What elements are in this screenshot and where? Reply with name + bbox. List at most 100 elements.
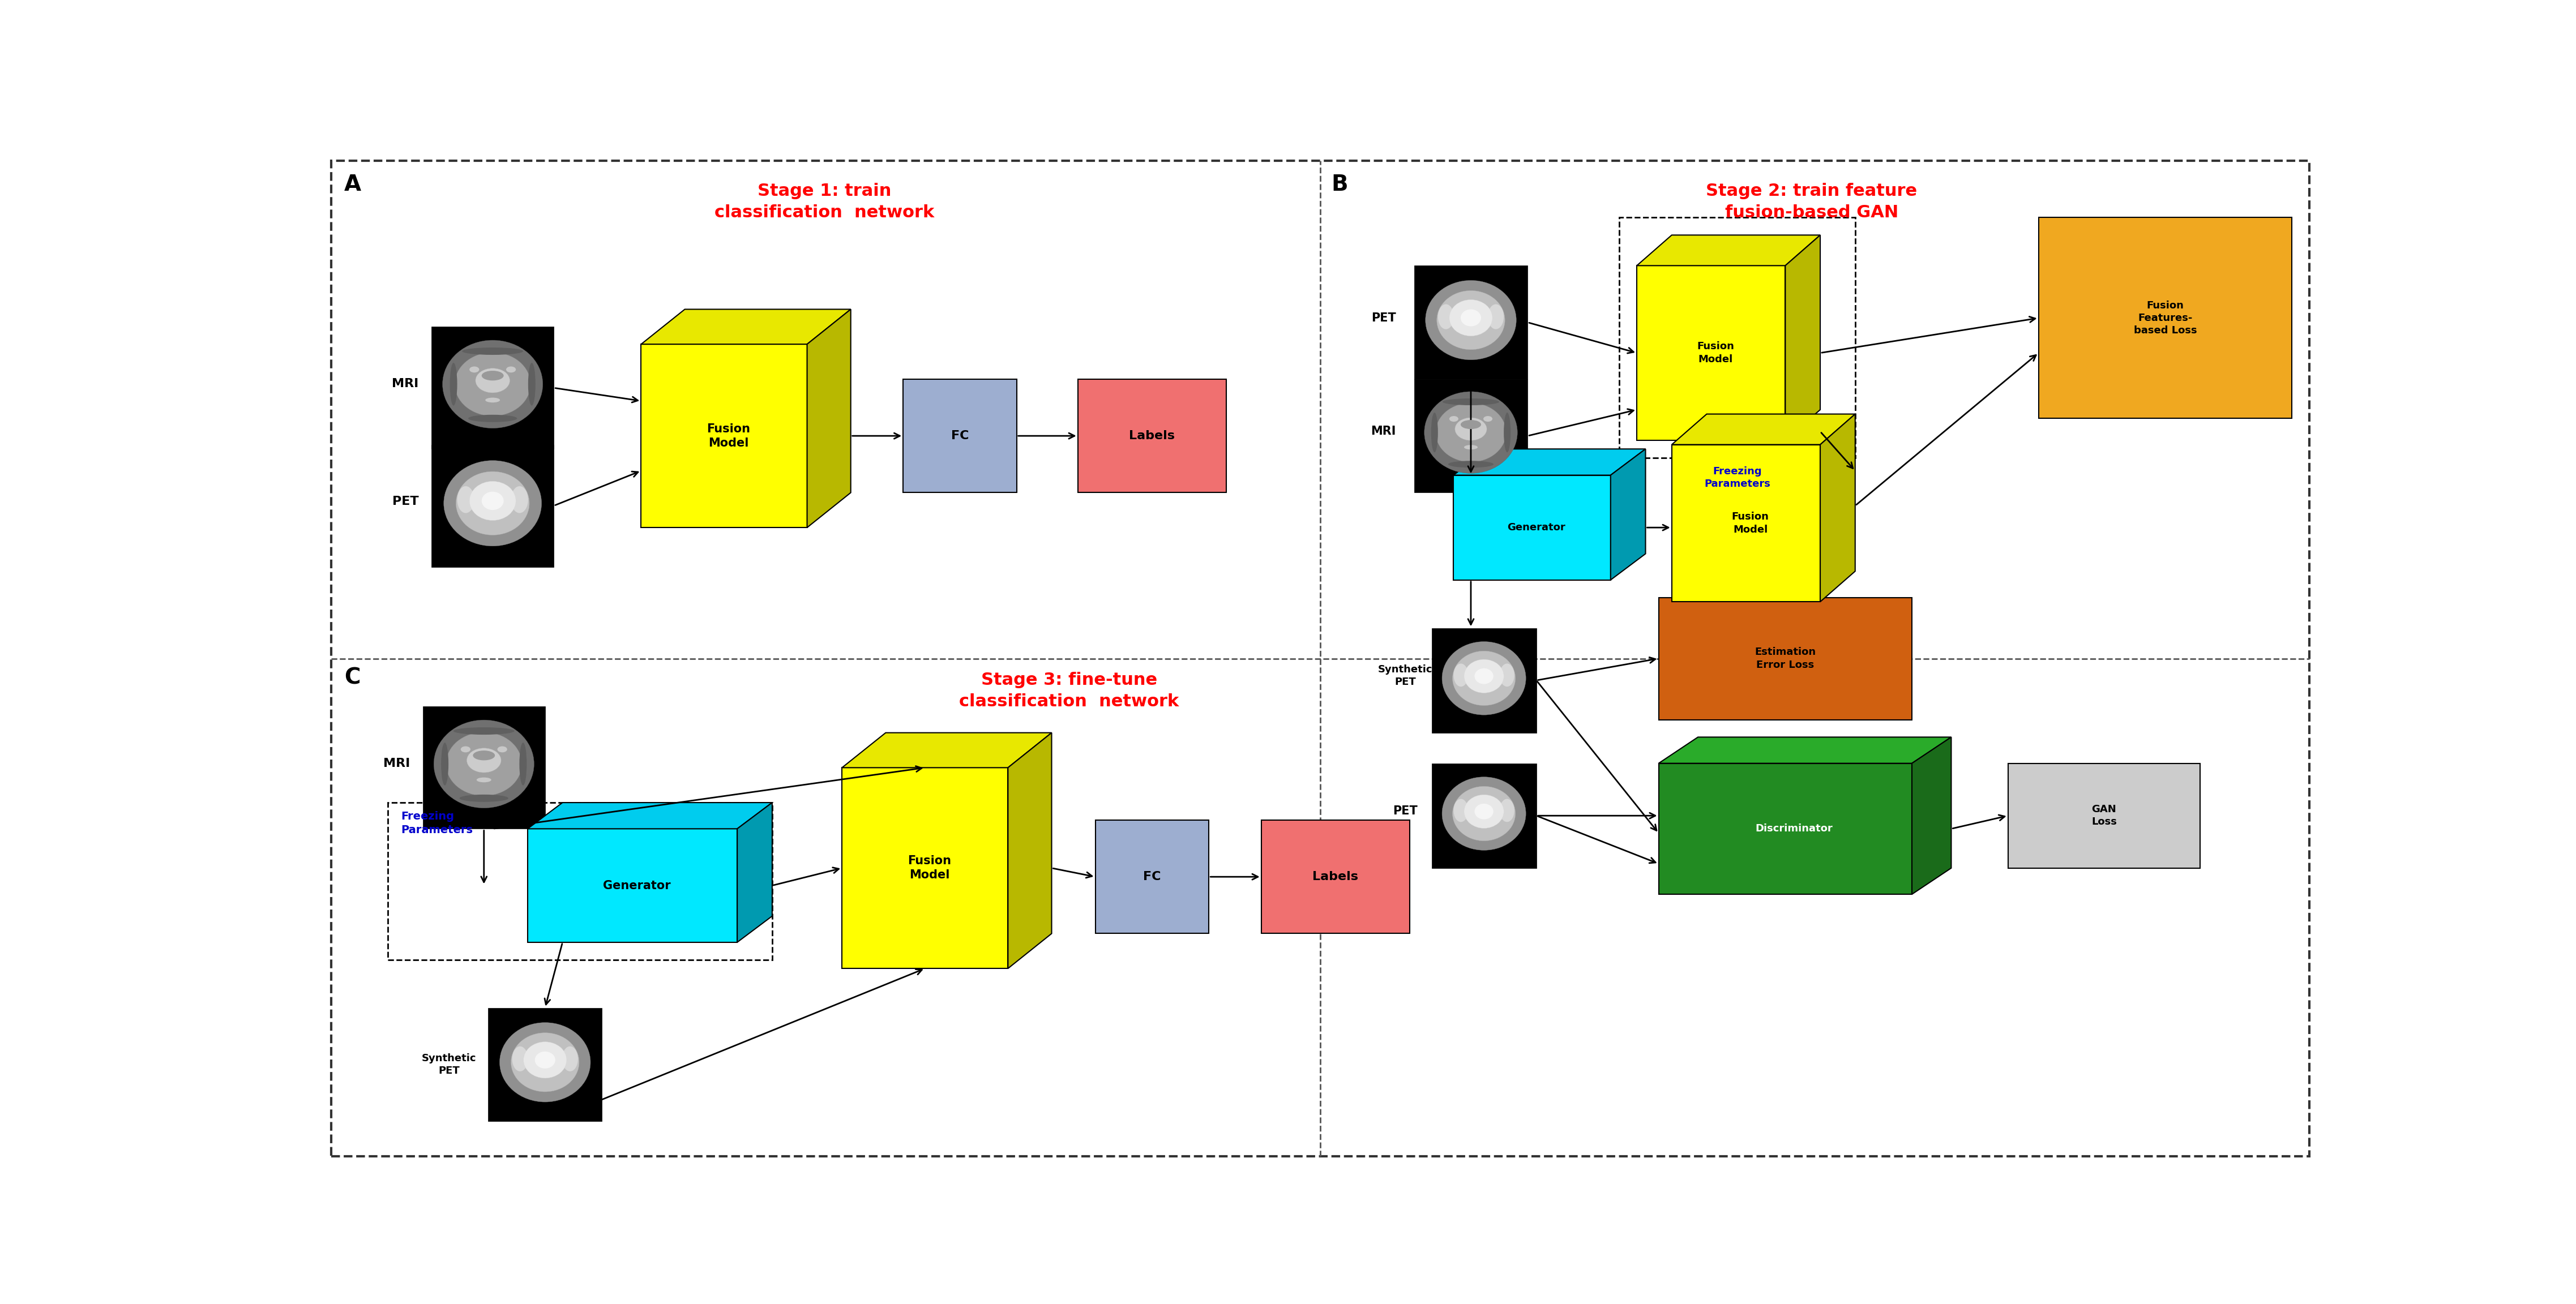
- Ellipse shape: [1461, 420, 1481, 429]
- Bar: [433, 327, 554, 449]
- Ellipse shape: [1450, 416, 1458, 421]
- Polygon shape: [842, 733, 1051, 768]
- Ellipse shape: [477, 368, 510, 393]
- Text: Freezing
Parameters: Freezing Parameters: [402, 811, 474, 836]
- Ellipse shape: [1432, 412, 1437, 452]
- Ellipse shape: [1453, 786, 1515, 841]
- Bar: [1414, 266, 1528, 379]
- Ellipse shape: [1437, 304, 1453, 329]
- Text: A: A: [345, 173, 361, 196]
- Text: Generator: Generator: [1507, 523, 1566, 532]
- Ellipse shape: [1463, 794, 1504, 828]
- Bar: [1077, 379, 1226, 493]
- Ellipse shape: [433, 720, 533, 808]
- Polygon shape: [737, 802, 773, 943]
- Polygon shape: [1007, 733, 1051, 969]
- Ellipse shape: [1450, 300, 1492, 336]
- Text: PET: PET: [392, 496, 417, 507]
- Polygon shape: [842, 768, 1007, 969]
- Polygon shape: [1636, 266, 1785, 441]
- Bar: [1262, 820, 1409, 934]
- Ellipse shape: [520, 742, 526, 785]
- Ellipse shape: [510, 1033, 580, 1091]
- Ellipse shape: [562, 1046, 577, 1072]
- Polygon shape: [528, 802, 773, 829]
- Polygon shape: [641, 344, 806, 528]
- Text: FC: FC: [1144, 871, 1162, 883]
- Ellipse shape: [1463, 660, 1504, 692]
- Text: Fusion
Model: Fusion Model: [1698, 342, 1734, 364]
- Polygon shape: [1821, 415, 1855, 601]
- Ellipse shape: [1463, 445, 1479, 450]
- Polygon shape: [1911, 737, 1950, 895]
- Text: Stage 2: train feature
fusion-based GAN: Stage 2: train feature fusion-based GAN: [1705, 183, 1917, 220]
- Polygon shape: [641, 309, 850, 344]
- Bar: [1432, 763, 1535, 868]
- Ellipse shape: [505, 366, 515, 373]
- Ellipse shape: [453, 728, 515, 734]
- Ellipse shape: [456, 472, 528, 535]
- Bar: [433, 445, 554, 567]
- Ellipse shape: [1453, 651, 1515, 705]
- Ellipse shape: [459, 794, 507, 802]
- Ellipse shape: [1443, 399, 1499, 406]
- Text: Generator: Generator: [603, 880, 670, 891]
- Polygon shape: [1453, 475, 1610, 580]
- Ellipse shape: [1455, 417, 1486, 441]
- Ellipse shape: [528, 363, 536, 406]
- Ellipse shape: [536, 1051, 556, 1068]
- Polygon shape: [1672, 415, 1855, 445]
- Ellipse shape: [440, 742, 448, 785]
- Bar: [2009, 763, 2200, 868]
- Ellipse shape: [482, 492, 505, 510]
- Polygon shape: [1453, 449, 1646, 475]
- Ellipse shape: [1425, 391, 1517, 473]
- Ellipse shape: [1443, 642, 1525, 715]
- Ellipse shape: [510, 486, 528, 512]
- Text: B: B: [1332, 173, 1347, 196]
- Text: MRI: MRI: [384, 758, 410, 769]
- Ellipse shape: [482, 370, 505, 381]
- Text: MRI: MRI: [1370, 426, 1396, 437]
- Text: Fusion
Features-
based Loss: Fusion Features- based Loss: [2133, 300, 2197, 335]
- Text: Fusion
Model: Fusion Model: [706, 424, 750, 449]
- Ellipse shape: [1473, 803, 1494, 819]
- Ellipse shape: [1499, 664, 1515, 687]
- Text: Synthetic
PET: Synthetic PET: [1378, 665, 1432, 687]
- Polygon shape: [1785, 235, 1821, 441]
- Ellipse shape: [456, 486, 474, 512]
- Polygon shape: [1659, 737, 1950, 763]
- Ellipse shape: [1453, 799, 1468, 822]
- Ellipse shape: [469, 481, 515, 520]
- Ellipse shape: [477, 777, 492, 782]
- Text: MRI: MRI: [392, 378, 420, 389]
- Text: Stage 3: fine-tune
classification  network: Stage 3: fine-tune classification networ…: [958, 672, 1180, 709]
- Ellipse shape: [1461, 309, 1481, 326]
- Ellipse shape: [443, 340, 544, 428]
- Ellipse shape: [461, 348, 523, 355]
- Bar: [1095, 820, 1208, 934]
- Bar: [489, 1008, 603, 1121]
- Bar: [389, 802, 773, 960]
- Text: PET: PET: [1370, 313, 1396, 323]
- Polygon shape: [528, 829, 737, 943]
- Ellipse shape: [469, 366, 479, 373]
- Polygon shape: [1610, 449, 1646, 580]
- Bar: [2038, 218, 2293, 419]
- Ellipse shape: [451, 363, 456, 406]
- Polygon shape: [1672, 445, 1821, 601]
- Ellipse shape: [1489, 304, 1504, 329]
- Text: Synthetic
PET: Synthetic PET: [422, 1054, 477, 1076]
- Text: GAN
Loss: GAN Loss: [2092, 805, 2117, 827]
- Text: C: C: [345, 668, 361, 689]
- Bar: [904, 379, 1018, 493]
- Ellipse shape: [1499, 799, 1515, 822]
- Text: Labels: Labels: [1314, 871, 1358, 883]
- Text: Stage 1: train
classification  network: Stage 1: train classification network: [714, 183, 935, 220]
- Bar: [1659, 597, 1911, 720]
- Bar: [1620, 218, 1855, 458]
- Ellipse shape: [1484, 416, 1492, 421]
- Ellipse shape: [1435, 403, 1507, 462]
- Ellipse shape: [469, 415, 518, 422]
- Ellipse shape: [500, 1022, 590, 1102]
